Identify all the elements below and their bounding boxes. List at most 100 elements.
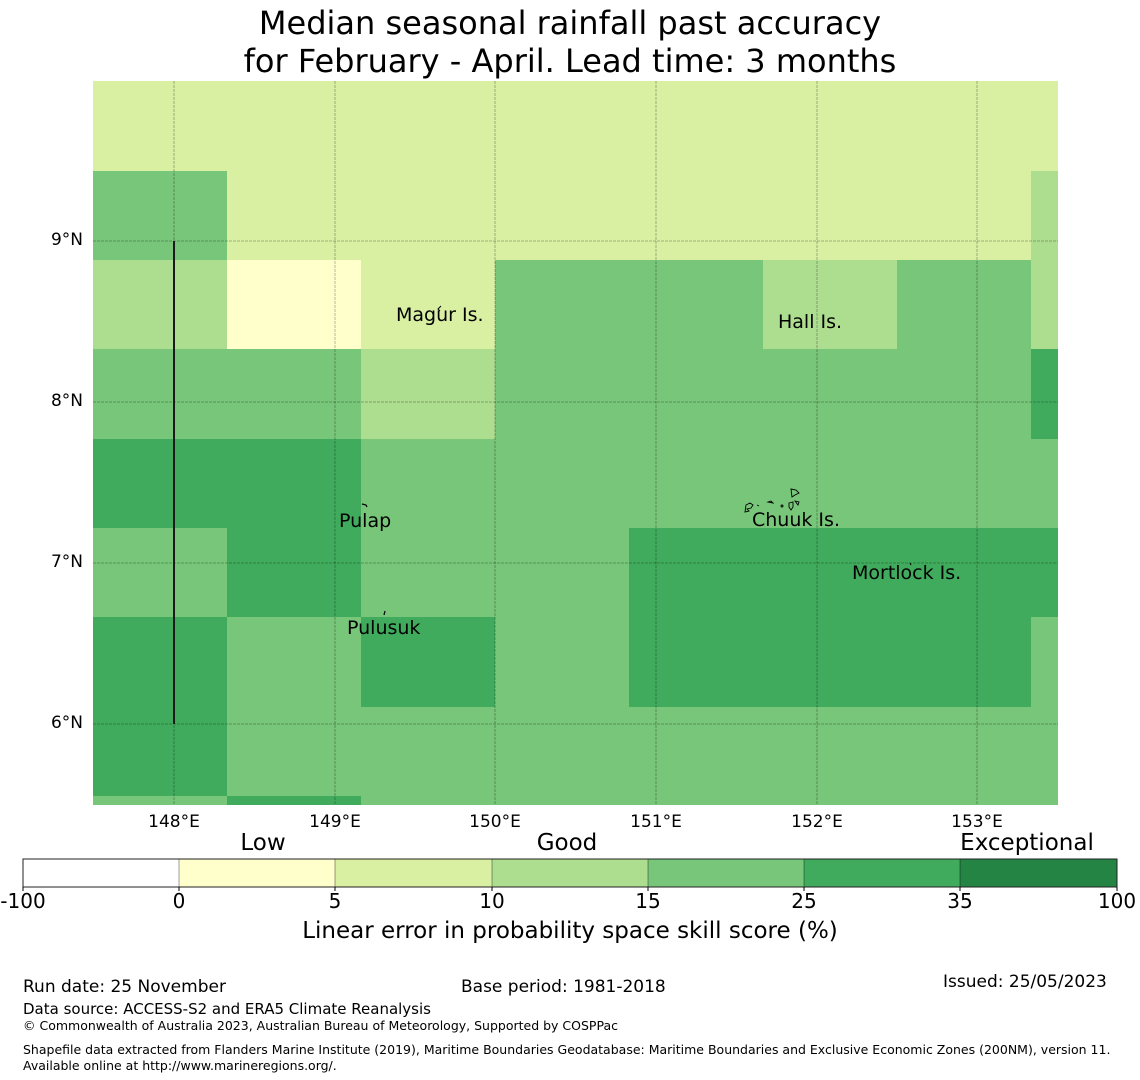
heatmap-cell: [763, 349, 897, 439]
heatmap-cell: [763, 171, 897, 260]
heatmap-cell: [227, 171, 361, 260]
island-magur: [437, 305, 442, 312]
heatmap-cell: [93, 260, 227, 349]
run-date: Run date: 25 November: [23, 977, 226, 997]
heatmap-cell: [361, 171, 495, 260]
place-label-magur: Magur Is.: [396, 304, 484, 326]
lon-tick: 149°E: [309, 812, 361, 832]
heatmap-cell: [227, 528, 361, 617]
heatmap-cell: [495, 349, 629, 439]
heatmap-cell: [93, 81, 227, 171]
heatmap-cell: [495, 439, 629, 528]
colorbar-tick: 5: [328, 889, 342, 913]
heatmap-cell: [93, 171, 227, 260]
heatmap-cell: [897, 796, 1031, 805]
colorbar-tick: 35: [947, 889, 973, 913]
heatmap-cell: [1031, 707, 1058, 796]
colorbar-tick: 15: [635, 889, 661, 913]
heatmap-cell: [629, 81, 763, 171]
place-label-mortlock: Mortlock Is.: [852, 562, 962, 584]
heatmap-cell: [1031, 796, 1058, 805]
lat-tick: 9°N: [50, 230, 83, 250]
heatmap-cell: [361, 617, 495, 707]
lon-tick: 152°E: [791, 812, 843, 832]
heatmap-cell: [227, 617, 361, 707]
heatmap-cell: [495, 707, 629, 796]
title-line-2: for February - April. Lead time: 3 month…: [243, 42, 897, 80]
category-label-good: Good: [536, 830, 598, 856]
colorbar-segment: [492, 859, 648, 887]
island-chuuk: [744, 488, 800, 513]
heatmap-cell: [629, 528, 763, 617]
heatmap-cell: [629, 349, 763, 439]
heatmap-cell: [93, 707, 227, 796]
heatmap-cell: [361, 796, 495, 805]
heatmap-cell: [361, 439, 495, 528]
lat-tick: 6°N: [50, 713, 83, 733]
heatmap-cell: [495, 796, 629, 805]
heatmap-cell: [495, 171, 629, 260]
category-label-exceptional: Exceptional: [960, 830, 1094, 856]
lon-tick: 153°E: [951, 812, 1003, 832]
heatmap-cell: [763, 617, 897, 707]
heatmap-cell: [93, 349, 227, 439]
copyright: © Commonwealth of Australia 2023, Austra…: [23, 1018, 618, 1033]
heatmap-cell: [495, 81, 629, 171]
heatmap-cell: [629, 617, 763, 707]
island-pulusuk: [383, 610, 386, 616]
lat-tick: 7°N: [50, 552, 83, 572]
lon-tick: 151°E: [630, 812, 682, 832]
chart-title: Median seasonal rainfall past accuracy f…: [0, 4, 1140, 80]
heatmap-cell: [1031, 528, 1058, 617]
heatmap-cell: [1031, 439, 1058, 528]
island-outlines: [361, 305, 912, 616]
heatmap-cell: [897, 81, 1031, 171]
colorbar-segment: [23, 859, 179, 887]
heatmap-cell: [361, 349, 495, 439]
colorbar-segment: [804, 859, 960, 887]
heatmap-cell: [629, 260, 763, 349]
issued-date: Issued: 25/05/2023: [943, 972, 1107, 992]
base-period: Base period: 1981-2018: [461, 977, 666, 997]
heatmap-cell: [763, 528, 897, 617]
heatmap-cell: [495, 617, 629, 707]
heatmap-cell: [897, 617, 1031, 707]
colorbar-border: [22, 858, 1118, 888]
island-pulap: [361, 503, 368, 508]
place-label-pulusuk: Pulusuk: [347, 617, 421, 639]
colorbar-tick: 25: [791, 889, 817, 913]
lat-tick: 8°N: [50, 391, 83, 411]
colorbar-segment: [179, 859, 335, 887]
heatmap-cell: [495, 528, 629, 617]
heatmap-cell: [361, 81, 495, 171]
heatmap-cell: [763, 260, 897, 349]
heatmap-cell: [897, 707, 1031, 796]
heatmap-cell: [629, 707, 763, 796]
data-source: Data source: ACCESS-S2 and ERA5 Climate …: [23, 1000, 431, 1018]
heatmap-cell: [361, 260, 495, 349]
heatmap-cell: [1031, 81, 1058, 171]
heatmap-cell: [1031, 260, 1058, 349]
heatmap-cell: [361, 707, 495, 796]
heatmap-cell: [93, 528, 227, 617]
colorbar-tick: 10: [479, 889, 505, 913]
heatmap-cell: [897, 171, 1031, 260]
heatmap-cell: [227, 81, 361, 171]
heatmap-cell: [1031, 349, 1058, 439]
place-label-pulap: Pulap: [339, 510, 392, 532]
heatmap-cell: [361, 528, 495, 617]
heatmap-cell: [897, 349, 1031, 439]
heatmap-cell: [629, 171, 763, 260]
heatmap-cell: [629, 796, 763, 805]
heatmap-cell: [227, 260, 361, 349]
heatmap-cell: [763, 439, 897, 528]
heatmap-cell: [897, 528, 1031, 617]
heatmap-cell: [763, 81, 897, 171]
colorbar-tick: 100: [1097, 889, 1137, 913]
heatmap-cell: [495, 260, 629, 349]
heatmap-cell: [1031, 171, 1058, 260]
colorbar-label: Linear error in probability space skill …: [302, 918, 838, 944]
heatmap-cell: [93, 617, 227, 707]
place-label-chuuk: Chuuk Is.: [752, 509, 840, 531]
place-label-hall: Hall Is.: [778, 311, 843, 333]
